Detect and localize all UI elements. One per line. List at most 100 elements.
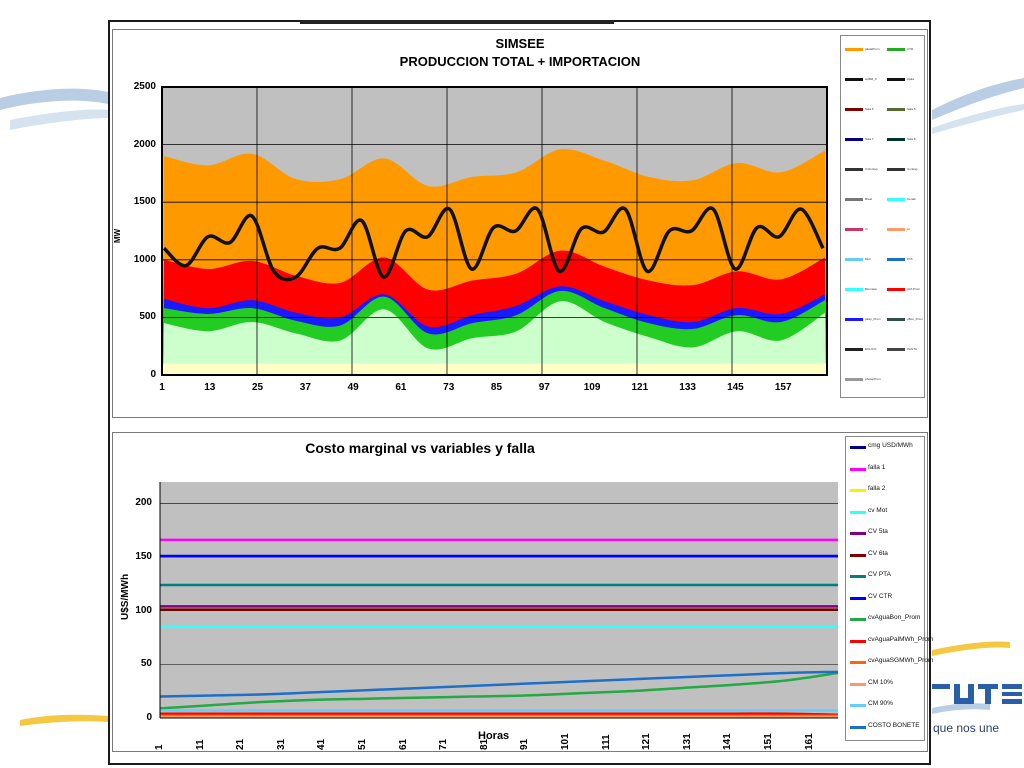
- production-x-tick: 25: [252, 382, 264, 393]
- production-legend-swatch: [887, 318, 905, 321]
- production-x-tick: 145: [727, 382, 744, 393]
- marginal-cost-legend: cmg USD/MWh falla 1 falla 2 cv Mot CV 5ta CV …: [845, 436, 934, 741]
- production-legend-swatch: [887, 48, 905, 51]
- production-legend-label: PTA: [907, 257, 913, 261]
- production-y-tick: 0: [150, 369, 156, 380]
- production-legend-label: Ciclo Esp: [865, 167, 878, 171]
- marginal-cost-x-tick: 11: [194, 739, 206, 750]
- production-y-tick: 2500: [133, 81, 156, 92]
- marginal-cost-legend-label: falla 2: [868, 485, 886, 492]
- marginal-cost-legend-swatch: [850, 596, 866, 600]
- production-x-tick: 109: [583, 382, 601, 393]
- marginal-cost-x-tick: 161: [803, 733, 815, 750]
- logo-slogan: que nos une: [933, 721, 999, 735]
- production-legend-swatch: [845, 48, 863, 51]
- marginal-cost-legend-swatch: [850, 575, 866, 578]
- marginal-cost-x-tick: 101: [559, 733, 571, 750]
- production-legend-swatch: [887, 168, 905, 171]
- production-legend-swatch: [887, 288, 905, 291]
- production-legend-label: Conting...: [907, 167, 920, 171]
- production-legend-swatch: [845, 288, 863, 291]
- production-chart-title: SIMSEE: [495, 36, 545, 51]
- production-x-tick: 73: [443, 382, 455, 393]
- production-legend-swatch: [887, 198, 905, 201]
- production-series-demanda: [162, 206, 825, 282]
- marginal-cost-legend-swatch: [850, 704, 866, 707]
- production-x-tick: 157: [774, 382, 792, 393]
- marginal-cost-legend-label: cvAguaPalMWh_Prom: [868, 635, 934, 643]
- production-legend-label: Ar: [907, 227, 910, 231]
- production-legend-label: CTR: [907, 47, 914, 51]
- marginal-cost-legend-label: CM 90%: [868, 700, 893, 707]
- marginal-cost-x-tick: 51: [356, 738, 368, 750]
- production-band-band_light_green: [163, 301, 826, 375]
- production-y-tick: 500: [139, 311, 156, 323]
- marginal-cost-legend-label: cvAguaSGMWh_Prom: [868, 657, 934, 664]
- marginal-cost-y-tick: 0: [146, 712, 152, 723]
- production-legend: pEoEProm CTR ApBM_0 ApEs Sala 5 Sala 6 Sala 7 S…: [840, 35, 925, 398]
- production-chart-subtitle: PRODUCCION TOTAL + IMPORTACION: [399, 54, 641, 69]
- marginal-cost-legend-swatch: [850, 618, 866, 621]
- production-legend-label: ApBM_0: [865, 77, 877, 81]
- production-legend-swatch: [845, 318, 863, 321]
- production-x-tick: 121: [631, 382, 649, 393]
- production-legend-label: pEoEProm: [865, 47, 880, 51]
- production-x-tick: 49: [347, 382, 359, 393]
- production-legend-swatch: [887, 78, 905, 81]
- marginal-cost-legend-swatch: [850, 661, 866, 664]
- production-legend-swatch: [845, 258, 863, 261]
- production-band-band_base_light: [163, 363, 826, 375]
- ute-logo-icon: [932, 684, 1022, 704]
- marginal-cost-y-tick: 150: [135, 551, 152, 563]
- production-legend-swatch: [845, 348, 863, 351]
- bg-swoosh-right-1: [932, 78, 1024, 120]
- production-legend-label: Sala 5: [865, 107, 874, 111]
- production-legend-swatch: [845, 78, 863, 81]
- production-legend-label: ApEs: [907, 77, 915, 81]
- production-x-tick: 13: [204, 382, 216, 393]
- marginal-cost-legend-label: CM 10%: [868, 678, 893, 686]
- production-legend-swatch: [887, 348, 905, 351]
- marginal-cost-series-cvaguapalmwh-prom: [160, 712, 839, 717]
- marginal-cost-x-tick: 1: [154, 744, 165, 750]
- marginal-cost-legend-swatch: [850, 467, 866, 471]
- production-x-tick: 37: [299, 382, 311, 393]
- production-legend-label: Motr: [865, 257, 871, 261]
- production-legend-label: pSolarProm: [865, 377, 881, 381]
- marginal-cost-y-tick: 50: [140, 658, 152, 670]
- marginal-cost-plot-area: [160, 482, 838, 718]
- production-legend-swatch: [887, 228, 905, 231]
- production-legend-label: Vi: [865, 227, 868, 231]
- production-legend-label: Biomasa: [865, 287, 877, 291]
- marginal-cost-legend-label: falla 1: [868, 463, 886, 471]
- marginal-cost-legend-swatch: [850, 639, 866, 643]
- marginal-cost-x-tick: 91: [519, 738, 531, 750]
- marginal-cost-series-cvaguabon-prom: [159, 671, 839, 710]
- production-x-tick: 61: [395, 382, 407, 393]
- marginal-cost-y-tick: 100: [135, 604, 152, 616]
- production-x-tick: 133: [679, 382, 696, 393]
- bg-swoosh-right-2: [932, 104, 1024, 134]
- production-legend-label: Sala 7: [865, 137, 874, 141]
- production-legend-label: EOLICO: [865, 347, 877, 351]
- marginal-cost-x-axis-label: Horas: [478, 730, 510, 742]
- production-legend-swatch: [845, 198, 863, 201]
- production-x-tick: 85: [490, 382, 503, 393]
- marginal-cost-legend-swatch: [850, 553, 866, 557]
- marginal-cost-legend-swatch: [850, 682, 866, 686]
- marginal-cost-x-tick: 71: [438, 738, 450, 750]
- marginal-cost-legend-label: cmg USD/MWh: [868, 442, 913, 449]
- production-x-tick: 97: [538, 382, 550, 393]
- top-strip: [300, 20, 614, 24]
- marginal-cost-legend-label: CV 5ta: [868, 528, 888, 535]
- marginal-cost-legend-swatch: [850, 489, 866, 492]
- bg-swoosh-yellow-left: [20, 714, 108, 726]
- marginal-cost-legend-label: CV PTA: [868, 571, 891, 578]
- marginal-cost-x-tick: 151: [762, 733, 774, 750]
- production-legend-swatch: [845, 168, 863, 171]
- production-legend-swatch: [845, 108, 863, 111]
- production-legend-label: pFA Prom: [907, 287, 921, 291]
- production-legend-swatch: [887, 138, 905, 141]
- bg-swoosh-left-2: [10, 109, 108, 130]
